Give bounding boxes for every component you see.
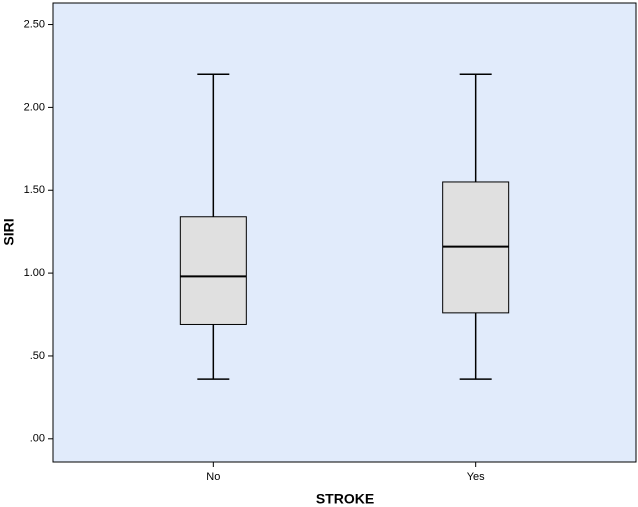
box [179, 216, 247, 325]
x-tick-label: Yes [467, 471, 485, 483]
y-tick-label: 1.00 [24, 267, 45, 279]
y-tick-label: 2.00 [24, 101, 45, 113]
y-axis-title: SIRI [1, 218, 17, 245]
x-axis-title: STROKE [316, 491, 374, 507]
y-tick-label: .00 [30, 433, 45, 445]
y-tick-label: 1.50 [24, 184, 45, 196]
x-tick-label: No [206, 471, 220, 483]
y-tick-label: .50 [30, 350, 45, 362]
plot-area [52, 2, 637, 463]
y-tick-label: 2.50 [24, 18, 45, 30]
